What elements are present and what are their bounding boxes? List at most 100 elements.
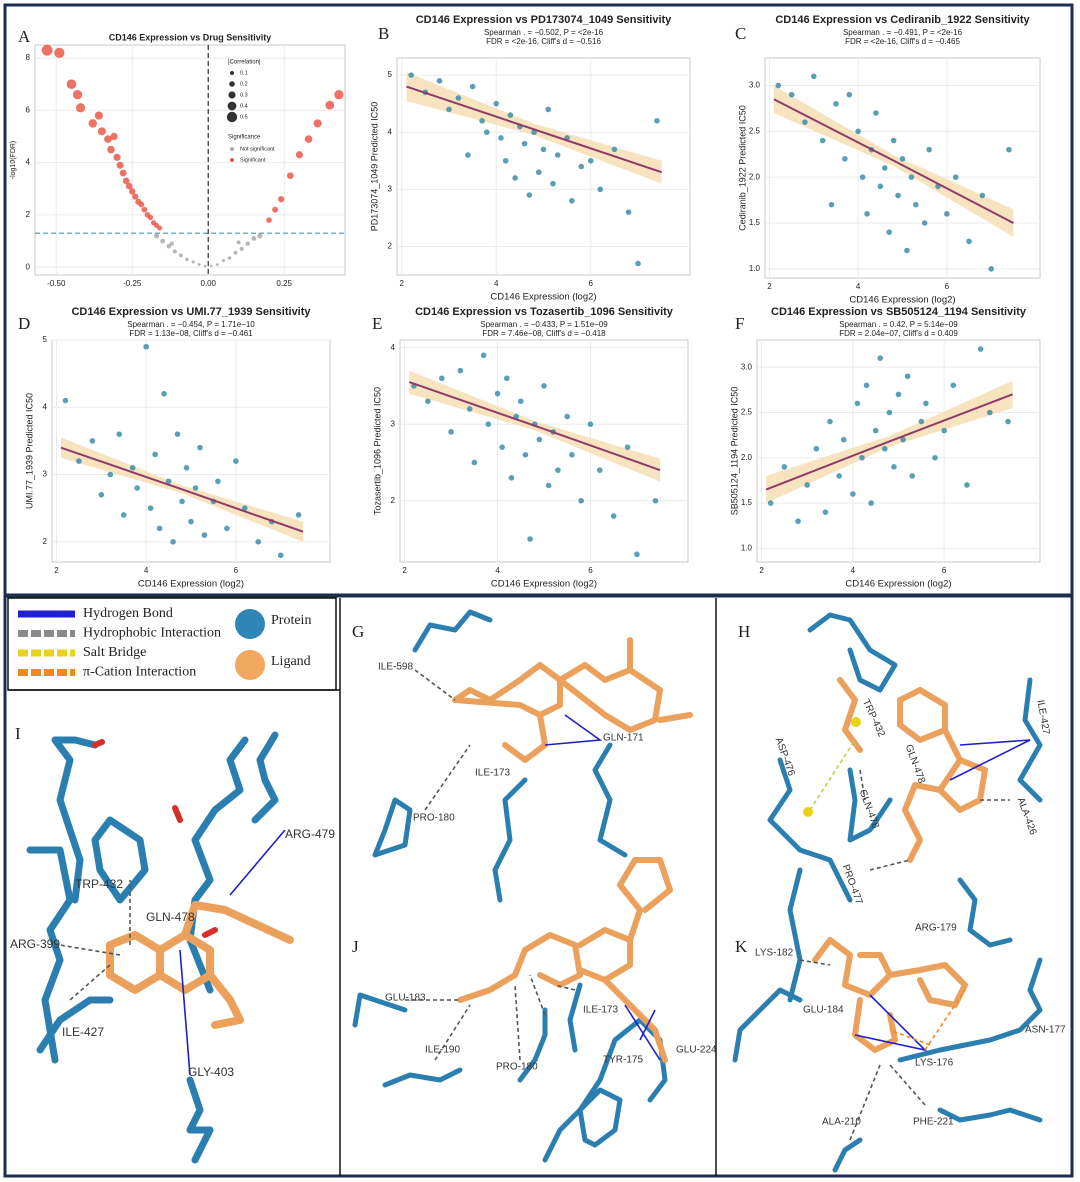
residue-label: ALA-210 (822, 1117, 861, 1128)
y-tick-label: 4 (26, 158, 31, 167)
point (110, 132, 118, 141)
x-tick-label: -0.50 (47, 279, 66, 288)
y-tick-label: 2 (391, 496, 396, 505)
point (239, 246, 244, 251)
point (185, 257, 189, 262)
y-axis-label: Cediranib_1922 Predicted IC50 (737, 105, 747, 231)
residue-label: GLU-184 (803, 1005, 844, 1016)
point (408, 72, 414, 78)
point (221, 259, 226, 263)
point (94, 111, 103, 120)
chart: 2 4 6 2 3 4 5 B CD146 Expression vs PD173074_104… (369, 14, 691, 303)
point (172, 249, 177, 254)
point (877, 355, 884, 361)
point (119, 169, 127, 177)
chart: 2 4 6 1.0 1.5 2.0 2.5 3.0 F CD146 Expression vs S… (729, 306, 1041, 590)
chart: 2 4 6 2 3 4 5 D CD146 Expression vs UMI.77_1939 … (18, 306, 331, 590)
point (611, 146, 618, 153)
point (455, 95, 462, 101)
point (634, 551, 640, 558)
point (62, 397, 69, 404)
point (76, 103, 86, 113)
size-legend-dot (226, 111, 238, 123)
point (152, 451, 158, 458)
point (512, 175, 518, 181)
y-axis-label: Tozasertib_1096 Predicted IC50 (372, 387, 382, 515)
point (286, 172, 294, 180)
chart-title: CD146 Expression vs Tozasertib_1096 Sens… (415, 306, 674, 318)
point (192, 485, 199, 491)
residue-label: ILE-427 (62, 1025, 104, 1039)
y-tick-label: 3.0 (749, 81, 761, 90)
point (245, 241, 250, 246)
residue-label: TRP-432 (75, 877, 123, 891)
legend-label: Significant (240, 157, 266, 163)
stats-line: Spearman . = −0.433, P = 1.51e−09 (480, 320, 608, 329)
point (979, 192, 986, 199)
point (170, 539, 176, 545)
point (587, 157, 594, 164)
point (868, 500, 874, 506)
point (179, 498, 185, 505)
point (923, 400, 929, 407)
point (183, 465, 190, 471)
point (846, 91, 853, 98)
residue-label: GLN-478 (903, 743, 927, 785)
residue-label: LYS-176 (915, 1058, 954, 1069)
residue-label: PRO-180 (413, 813, 455, 824)
point (266, 217, 272, 223)
y-tick-label: 4 (43, 402, 48, 411)
panel-letter: H (738, 622, 750, 641)
point (564, 413, 571, 420)
point (471, 459, 478, 466)
point (597, 186, 604, 193)
fit-line (408, 381, 661, 472)
size-legend-dot (230, 71, 234, 75)
stats-line: Spearman . = 0.42, P = 5.14e−09 (839, 320, 958, 329)
point (425, 398, 431, 405)
point (41, 44, 53, 56)
legend-swatch (235, 650, 265, 680)
legend-swatch (235, 609, 265, 639)
point (872, 427, 879, 434)
point (788, 91, 795, 98)
y-tick-label: 2 (43, 537, 48, 546)
point (257, 233, 263, 239)
point (201, 532, 208, 538)
legend-label: Ligand (271, 654, 311, 669)
point (877, 183, 884, 190)
size-legend-label: 0.3 (240, 92, 248, 98)
point (134, 485, 140, 491)
point (483, 129, 490, 136)
x-tick-label: 2 (54, 566, 59, 575)
point (203, 264, 207, 268)
residue-label: GLN-478 (146, 910, 195, 924)
point (138, 201, 145, 208)
point (941, 427, 947, 434)
point (578, 497, 584, 504)
point (886, 229, 892, 235)
x-tick-label: 6 (589, 279, 594, 288)
point (904, 247, 910, 254)
point (859, 454, 865, 461)
point (169, 241, 174, 246)
residue-label: ILE-190 (425, 1045, 460, 1056)
x-axis-label: CD146 Expression (log2) (490, 292, 596, 303)
point (781, 464, 788, 470)
point (554, 152, 561, 158)
point (224, 525, 230, 532)
point (465, 152, 471, 158)
x-tick-label: 6 (234, 566, 239, 575)
point (502, 157, 509, 164)
bottom-frame (3, 594, 1074, 1178)
point (215, 478, 221, 485)
point (493, 100, 500, 107)
residue-label: ARG-179 (915, 923, 957, 934)
legend-label: Hydrogen Bond (83, 606, 173, 621)
point (72, 90, 83, 100)
residue-label: GLU-183 (385, 993, 426, 1004)
point (160, 238, 166, 244)
fit-line (60, 446, 304, 533)
point (104, 135, 112, 143)
point (116, 431, 123, 437)
